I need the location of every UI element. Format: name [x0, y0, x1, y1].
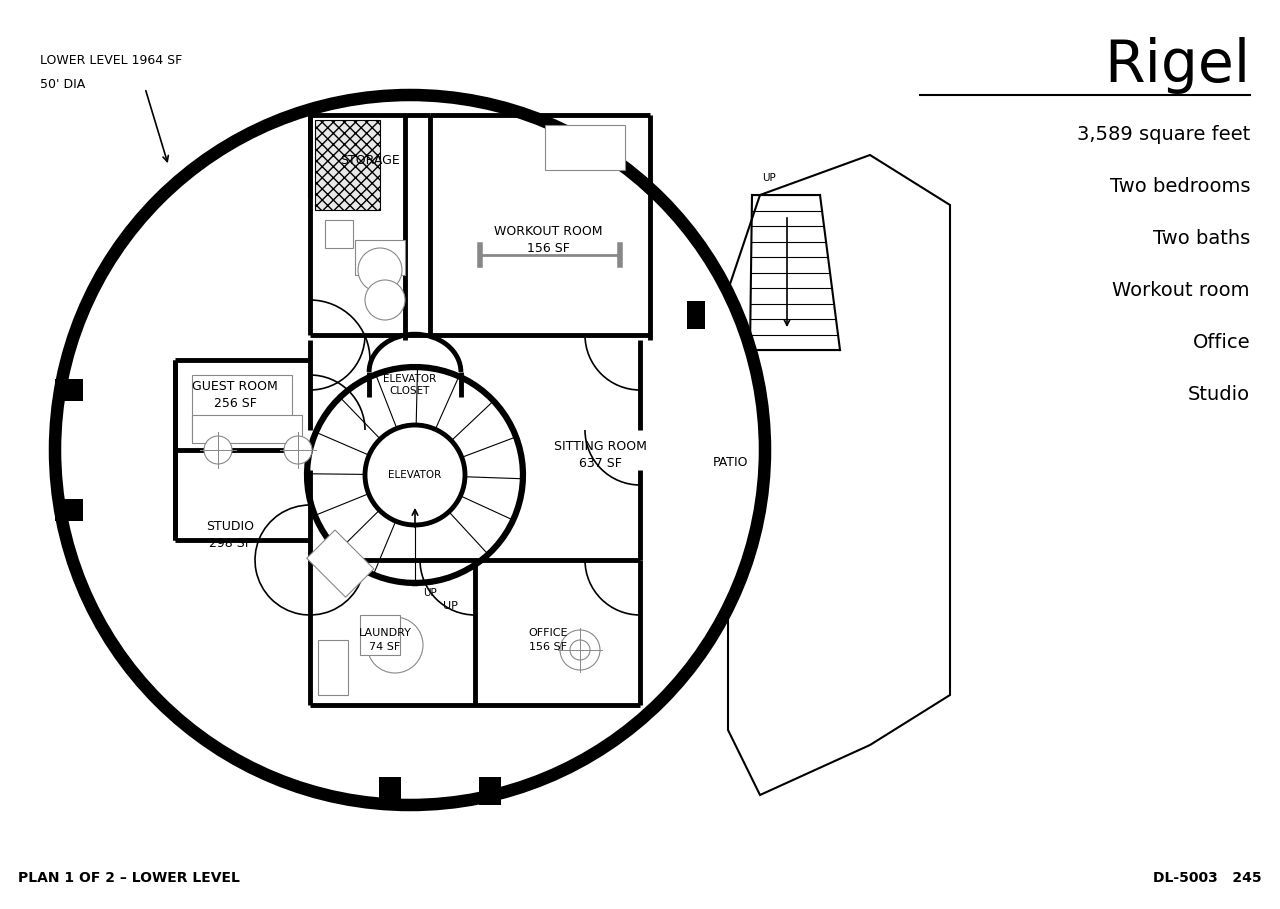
Circle shape	[358, 248, 402, 292]
Text: STUDIO
298 SF: STUDIO 298 SF	[206, 520, 253, 550]
Text: UP: UP	[443, 601, 457, 611]
Bar	[355, 240, 404, 275]
Circle shape	[204, 436, 232, 464]
Text: PLAN 1 OF 2 – LOWER LEVEL: PLAN 1 OF 2 – LOWER LEVEL	[18, 871, 239, 885]
Text: DL-5003   245: DL-5003 245	[1153, 871, 1262, 885]
Bar	[55, 499, 83, 521]
Text: SITTING ROOM
637 SF: SITTING ROOM 637 SF	[553, 440, 646, 470]
Bar	[360, 615, 399, 655]
Circle shape	[55, 95, 765, 805]
Circle shape	[365, 280, 404, 320]
Text: Studio: Studio	[1188, 385, 1251, 405]
Bar	[192, 375, 292, 440]
Text: ELEVATOR: ELEVATOR	[388, 470, 442, 480]
Circle shape	[561, 630, 600, 670]
Circle shape	[284, 436, 312, 464]
Bar	[687, 301, 705, 329]
Text: WORKOUT ROOM
156 SF: WORKOUT ROOM 156 SF	[494, 225, 603, 255]
Text: 3,589 square feet: 3,589 square feet	[1076, 125, 1251, 145]
Bar	[317, 640, 348, 695]
Bar	[545, 125, 625, 170]
Text: UP: UP	[422, 588, 436, 598]
Text: Rigel: Rigel	[1103, 36, 1251, 94]
Bar	[325, 220, 353, 248]
Text: STORAGE: STORAGE	[340, 154, 399, 166]
Circle shape	[570, 640, 590, 660]
Bar	[479, 777, 500, 805]
Bar	[307, 530, 374, 597]
Text: GUEST ROOM
256 SF: GUEST ROOM 256 SF	[192, 380, 278, 410]
Text: LOWER LEVEL 1964 SF: LOWER LEVEL 1964 SF	[40, 54, 182, 66]
Text: Workout room: Workout room	[1112, 282, 1251, 301]
Text: Office: Office	[1193, 334, 1251, 353]
Text: PATIO: PATIO	[712, 456, 748, 470]
Text: ELEVATOR
CLOSET: ELEVATOR CLOSET	[384, 374, 436, 396]
Bar	[379, 777, 401, 805]
Text: Two bedrooms: Two bedrooms	[1110, 177, 1251, 196]
Bar	[55, 379, 83, 401]
Circle shape	[365, 425, 465, 525]
Circle shape	[367, 617, 422, 673]
Text: OFFICE
156 SF: OFFICE 156 SF	[529, 628, 568, 652]
Text: Two baths: Two baths	[1153, 229, 1251, 248]
Bar	[192, 415, 302, 443]
Text: UP: UP	[762, 173, 776, 183]
Bar	[315, 120, 380, 210]
Text: LAUNDRY
74 SF: LAUNDRY 74 SF	[358, 628, 411, 652]
Text: 50' DIA: 50' DIA	[40, 78, 86, 92]
